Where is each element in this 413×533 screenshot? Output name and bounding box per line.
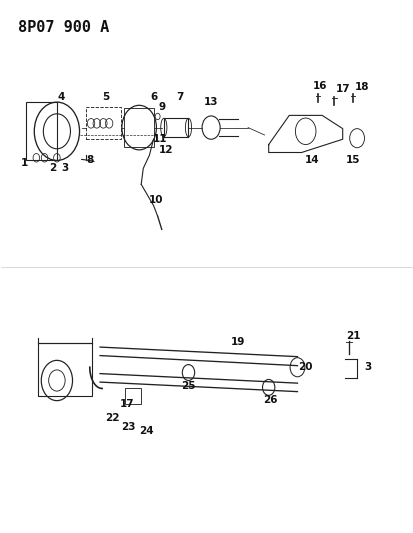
Text: 13: 13	[203, 97, 218, 107]
Text: 17: 17	[335, 84, 349, 94]
Text: 9: 9	[158, 102, 165, 112]
Text: 2: 2	[49, 163, 56, 173]
Text: 10: 10	[148, 195, 162, 205]
Text: 8P07 900 A: 8P07 900 A	[18, 20, 109, 35]
Text: 1: 1	[20, 158, 28, 168]
Text: 11: 11	[152, 134, 166, 144]
Text: 5: 5	[102, 92, 109, 102]
Text: 16: 16	[312, 81, 327, 91]
Text: 24: 24	[138, 426, 153, 436]
Text: 21: 21	[345, 332, 359, 342]
Text: 22: 22	[105, 413, 119, 423]
Text: 17: 17	[119, 399, 134, 409]
Text: 3: 3	[62, 163, 69, 173]
Text: 19: 19	[230, 337, 244, 347]
Text: 14: 14	[304, 156, 318, 165]
Text: 8: 8	[86, 156, 93, 165]
Text: 15: 15	[345, 156, 359, 165]
Text: 25: 25	[181, 381, 195, 391]
Text: 20: 20	[298, 362, 312, 372]
Text: 12: 12	[158, 145, 173, 155]
Text: 18: 18	[354, 82, 369, 92]
Text: 26: 26	[263, 395, 277, 405]
Text: 6: 6	[150, 92, 157, 102]
Text: 3: 3	[364, 362, 371, 372]
Text: 4: 4	[57, 92, 64, 102]
Text: 7: 7	[176, 92, 183, 102]
Text: 23: 23	[121, 422, 135, 432]
